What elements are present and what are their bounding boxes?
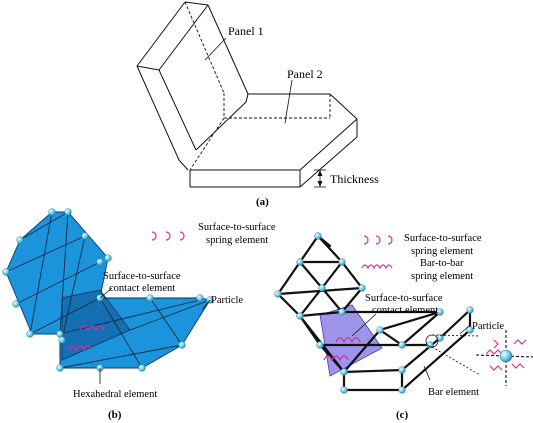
magnified-joint [425,330,533,386]
particle [296,312,304,320]
bar-lattice-panel-1 [276,234,364,318]
particle [338,308,346,316]
particle [358,284,366,292]
particles-b [2,208,214,372]
particle [81,232,89,240]
particle [466,306,474,314]
panel-1-label: Panel 1 [228,24,264,38]
particle [196,294,204,302]
contact-leader-b [99,287,113,299]
particle [398,341,406,349]
panel-c-diagram: Surface-to-surface spring element Bar-to… [274,232,533,421]
particle [376,326,384,334]
particle [178,341,186,349]
particle [318,284,326,292]
hexahedral-mesh-lines [5,211,211,369]
contact-springs-c [323,337,361,362]
particle [26,330,34,338]
particle [104,254,112,262]
particle-leader-c [459,323,472,335]
thickness-dimension [314,169,326,188]
spring-legend-b: Surface-to-surface spring element [151,222,276,246]
particle [314,232,322,240]
spring-legend-label-c-2: spring element [411,246,473,257]
spring-icon [363,235,369,245]
particle [146,294,154,302]
contact-label-b-2: contact element [109,283,175,294]
spring-icon [375,235,381,245]
panel-a-diagram: Panel 1 Panel 2 Thickness (a) [136,1,379,208]
particle [58,336,66,344]
particle [2,268,10,276]
hexa-label: Hexahedral element [73,389,157,400]
thickness-label: Thickness [330,172,379,186]
spring-legend-label-2: spring element [206,235,268,246]
bar-spring-legend-c: Bar-to-bar spring element [361,258,473,282]
particle [398,366,406,374]
particle [16,236,24,244]
particle [48,208,56,216]
hexahedral-panels [5,211,211,369]
caption-a: (a) [256,196,269,208]
bar-spring-legend-label-2: spring element [411,271,473,282]
contact-label-b: Surface-to-surface [103,271,181,282]
particle [274,290,282,298]
panel-2-leader [284,79,293,124]
spring-icon [387,235,393,245]
contact-leader-c [351,313,377,337]
particles-c [274,232,474,394]
panel-b-diagram: Surface-to-surface spring element Surfac… [2,208,276,421]
spring-legend-c: Surface-to-surface spring element [363,233,482,257]
spring-icon [165,231,171,241]
spring-legend-label-c: Surface-to-surface [404,233,482,244]
bar-spring-legend-label: Bar-to-bar [420,258,464,269]
particle [466,326,474,334]
spring-icon [179,231,185,241]
panel-2-solid [189,93,358,188]
panel-1-solid [136,1,249,171]
panel-1-leader [204,37,227,61]
spring-legend-label: Surface-to-surface [198,222,276,233]
particle-label-b: Particle [211,295,243,306]
particle [12,300,20,308]
bar-label: Bar element [428,387,479,398]
particle [56,364,64,372]
particle [436,334,444,342]
particle [96,258,104,266]
bar-leader [423,365,431,381]
particle [436,308,444,316]
particle [338,258,346,266]
spring-icon [151,231,157,241]
particle [340,368,348,376]
particle [316,341,324,349]
contact-label-c: Surface-to-surface [365,293,443,304]
bar-spring-icon [361,264,393,270]
contact-springs-b [67,325,105,352]
particle-leader-b [201,299,211,311]
particle [64,208,72,216]
particle [296,258,304,266]
particle [138,364,146,372]
panel-2-label: Panel 2 [287,67,323,81]
particle-label-c: Particle [472,321,504,332]
caption-c: (c) [396,409,409,421]
caption-b: (b) [108,409,122,421]
contact-label-c-2: contact element [372,305,438,316]
particle [340,386,348,394]
particle [398,386,406,394]
